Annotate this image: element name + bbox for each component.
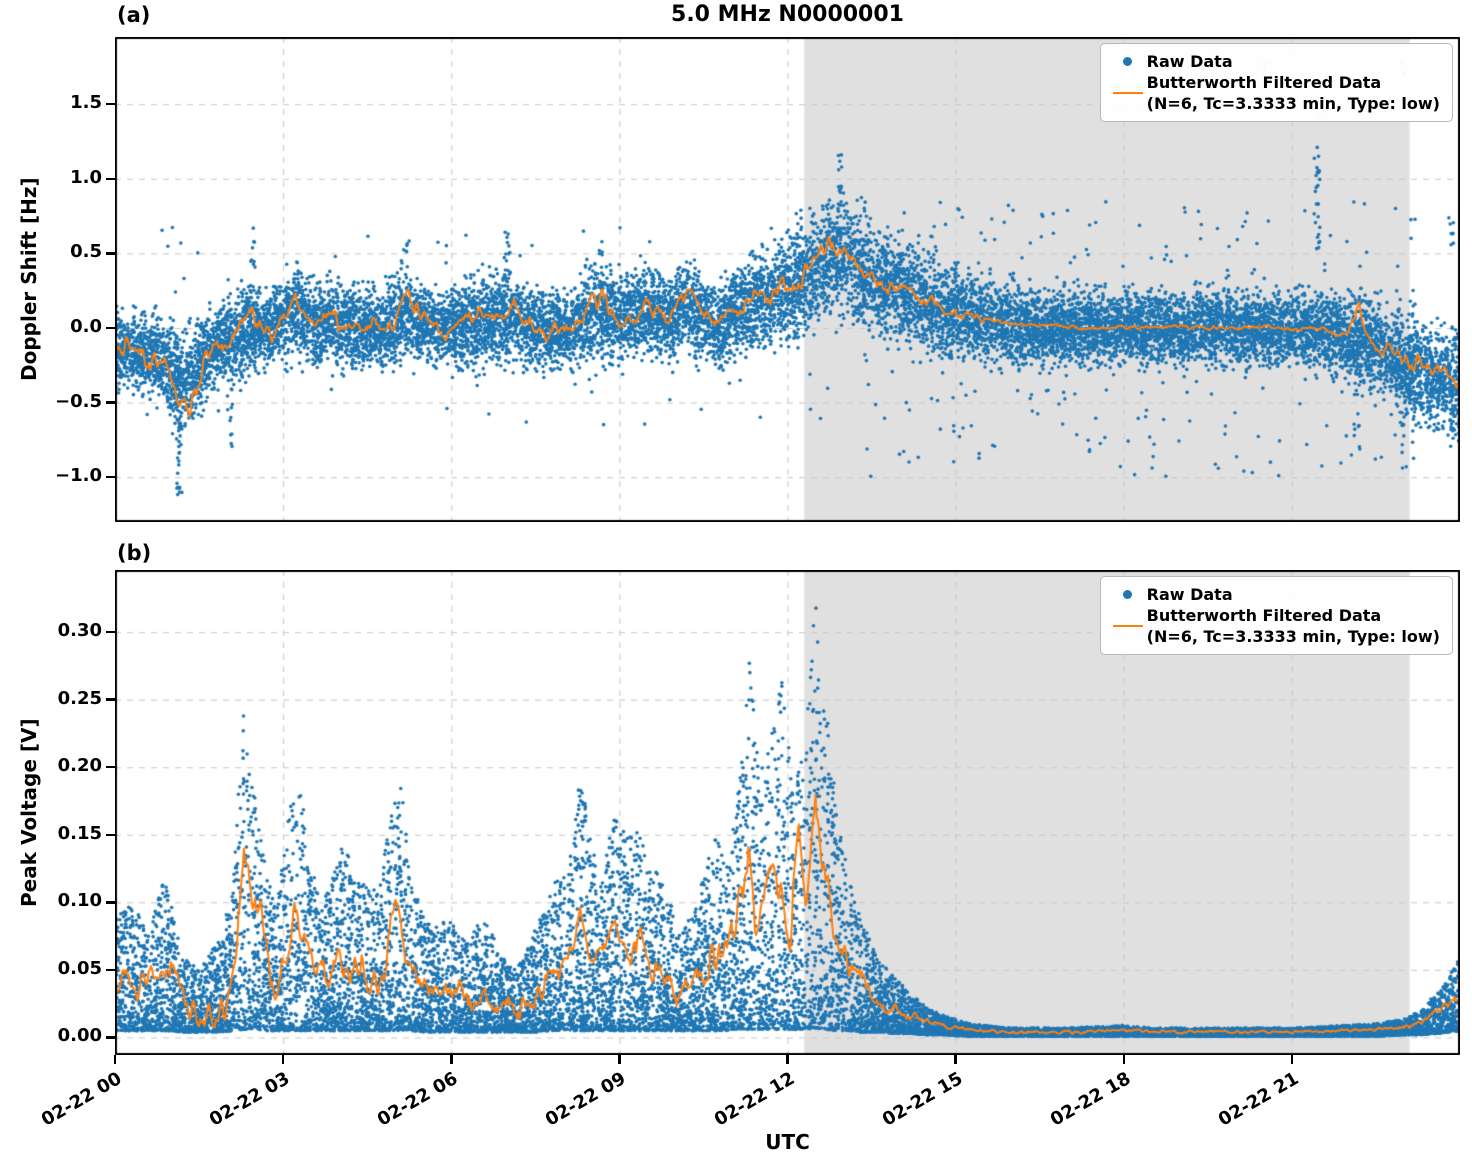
filtered-line-icon [1112,92,1143,95]
x-tick-mark [281,1055,285,1064]
y-tick-mark [106,765,115,769]
x-tick-mark [618,1055,621,1064]
y-tick-mark [106,475,115,479]
filtered-line-icon [1112,625,1143,628]
x-tick-label: 02-22 00 [38,1068,126,1131]
legend-filtered-text: Butterworth Filtered Data (N=6, Tc=3.333… [1147,605,1440,647]
raw-data-marker-area [1109,590,1147,600]
legend-filtered-label: Butterworth Filtered Data [1146,73,1382,93]
x-tick-label: 02-22 18 [1046,1068,1135,1131]
filtered-line-marker-area [1109,625,1147,628]
filtered-line-marker-area [1109,92,1147,95]
x-axis-title: UTC [765,1130,810,1154]
x-tick-mark [113,1055,117,1064]
y-tick-label: 0.05 [57,957,102,979]
panel-b-y-axis-title: Peak Voltage [V] [17,718,41,907]
raw-data-dot-icon [1123,590,1133,600]
y-tick-label: 1.0 [70,166,102,188]
y-tick-mark [106,698,115,701]
y-tick-mark [106,901,115,904]
y-tick-mark [106,252,115,255]
y-tick-mark [106,177,115,181]
x-tick-label: 02-22 09 [542,1068,630,1131]
y-tick-label: 1.5 [70,92,102,114]
x-tick-label: 02-22 15 [878,1068,967,1131]
legend-filtered-label: Butterworth Filtered Data [1146,606,1382,626]
x-tick-mark [1122,1055,1125,1064]
y-tick-label: 0.5 [70,241,102,263]
y-tick-label: 0.15 [57,822,102,844]
y-tick-label: 0.25 [57,687,102,709]
legend-filtered-text: Butterworth Filtered Data (N=6, Tc=3.333… [1147,72,1440,114]
x-tick-label: 02-22 03 [206,1068,294,1131]
x-tick-mark [786,1055,789,1064]
legend-raw-row: Raw Data [1109,584,1440,605]
raw-data-dot-icon [1123,57,1133,67]
legend-raw-row: Raw Data [1109,51,1440,72]
y-tick-mark [106,102,115,106]
y-tick-label: 0.10 [57,890,102,912]
figure-title: 5.0 MHz N0000001 [671,2,904,27]
y-tick-label: −0.5 [55,390,102,412]
y-tick-mark [106,326,115,330]
y-tick-label: 0.00 [57,1025,102,1047]
y-tick-label: 0.30 [57,620,102,642]
legend-raw-label: Raw Data [1146,585,1233,604]
legend-b: Raw Data Butterworth Filtered Data (N=6,… [1099,576,1453,656]
y-tick-mark [106,1036,115,1039]
x-tick-mark [1290,1055,1294,1064]
y-tick-label: 0.0 [70,316,102,337]
y-tick-mark [106,968,115,972]
x-tick-label: 02-22 21 [1214,1068,1303,1131]
panel-b-label: (b) [117,541,152,565]
panel-a-y-axis-title: Doppler Shift [Hz] [17,177,41,382]
panel-a-label: (a) [117,3,151,27]
legend-a: Raw Data Butterworth Filtered Data (N=6,… [1099,43,1453,123]
x-tick-label: 02-22 12 [710,1068,798,1131]
y-tick-mark [106,630,115,634]
legend-filtered-row: Butterworth Filtered Data (N=6, Tc=3.333… [1109,72,1440,114]
panel-b-plot-area: Raw Data Butterworth Filtered Data (N=6,… [115,570,1460,1055]
y-tick-label: −1.0 [55,465,102,487]
x-tick-mark [450,1055,453,1064]
raw-data-marker-area [1109,57,1147,67]
legend-filtered-sublabel: (N=6, Tc=3.3333 min, Type: low) [1146,627,1440,647]
x-tick-mark [954,1055,957,1064]
panel-a-plot-area: Raw Data Butterworth Filtered Data (N=6,… [115,37,1460,522]
y-tick-mark [106,401,115,404]
y-tick-label: 0.20 [57,755,102,777]
y-tick-mark [106,833,115,837]
legend-filtered-row: Butterworth Filtered Data (N=6, Tc=3.333… [1109,605,1440,647]
legend-filtered-sublabel: (N=6, Tc=3.3333 min, Type: low) [1146,94,1440,114]
legend-raw-label: Raw Data [1146,52,1233,71]
x-tick-label: 02-22 06 [374,1068,462,1131]
